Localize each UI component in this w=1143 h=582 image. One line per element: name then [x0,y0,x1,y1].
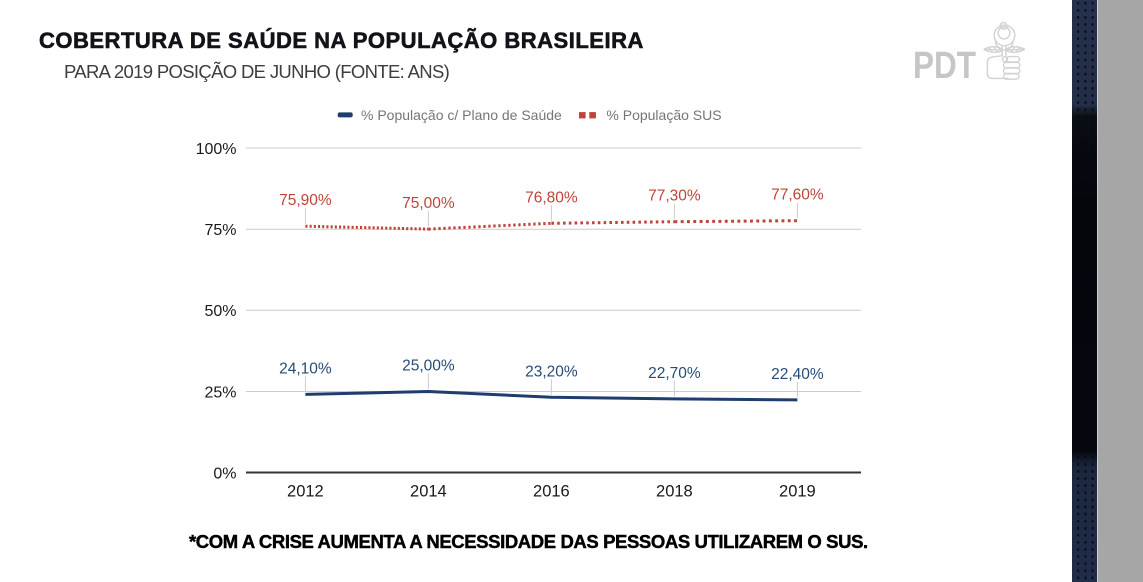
svg-text:76,80%: 76,80% [525,189,578,206]
svg-text:% População c/ Plano de Saúde: % População c/ Plano de Saúde [361,107,562,123]
svg-text:25%: 25% [204,384,236,401]
svg-text:2012: 2012 [287,483,324,501]
svg-text:2019: 2019 [779,483,816,501]
svg-text:0%: 0% [213,466,236,483]
svg-text:50%: 50% [204,303,236,320]
svg-text:22,40%: 22,40% [771,366,824,383]
svg-text:24,10%: 24,10% [279,360,332,377]
svg-text:75%: 75% [204,222,236,239]
svg-text:2016: 2016 [533,483,570,501]
svg-text:77,30%: 77,30% [648,188,701,205]
svg-text:75,90%: 75,90% [279,192,332,209]
svg-text:100%: 100% [196,141,237,158]
svg-text:23,20%: 23,20% [525,363,578,380]
svg-text:2014: 2014 [410,483,447,501]
svg-text:75,00%: 75,00% [402,195,455,212]
svg-text:22,70%: 22,70% [648,365,701,382]
svg-text:77,60%: 77,60% [771,187,824,204]
svg-text:2018: 2018 [656,483,693,501]
svg-text:PDT: PDT [913,45,976,87]
svg-text:25,00%: 25,00% [402,358,455,375]
svg-text:% População SUS: % População SUS [606,107,721,123]
